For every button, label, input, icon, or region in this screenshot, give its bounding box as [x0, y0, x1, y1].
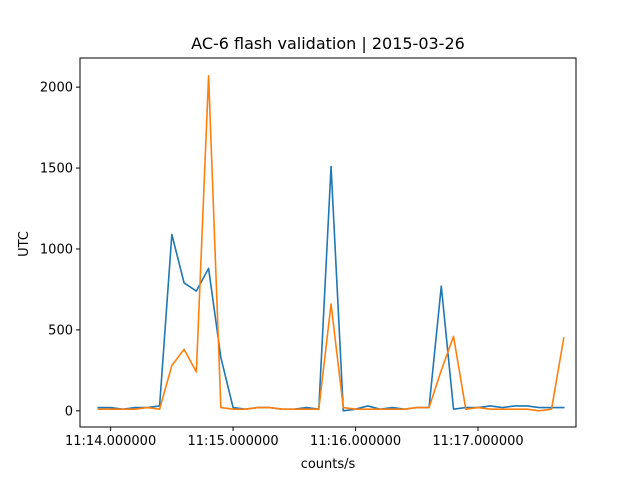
plot-frame: [79, 57, 577, 428]
chart-title: AC-6 flash validation | 2015-03-26: [191, 34, 465, 53]
y-tick-label: 1500: [40, 162, 73, 177]
y-axis: 0 500 1000 1500 2000: [40, 81, 80, 419]
y-tick-label: 0: [65, 404, 73, 419]
x-axis-label: counts/s: [301, 457, 356, 472]
y-tick-label: 1000: [40, 242, 73, 257]
series-line-1: [97, 165, 565, 412]
x-tick-label: 11:14.000000: [65, 434, 156, 449]
series-line-2: [97, 75, 565, 412]
x-axis: 11:14.000000 11:15.000000 11:16.000000 11:1…: [65, 427, 524, 449]
x-tick-label: 11:16.000000: [310, 434, 401, 449]
y-tick-label: 2000: [40, 81, 73, 96]
y-tick-label: 500: [48, 323, 73, 338]
x-tick-label: 11:17.000000: [432, 434, 523, 449]
y-axis-label: UTC: [17, 231, 32, 257]
x-tick-label: 11:15.000000: [187, 434, 278, 449]
plot-area: [97, 75, 565, 412]
